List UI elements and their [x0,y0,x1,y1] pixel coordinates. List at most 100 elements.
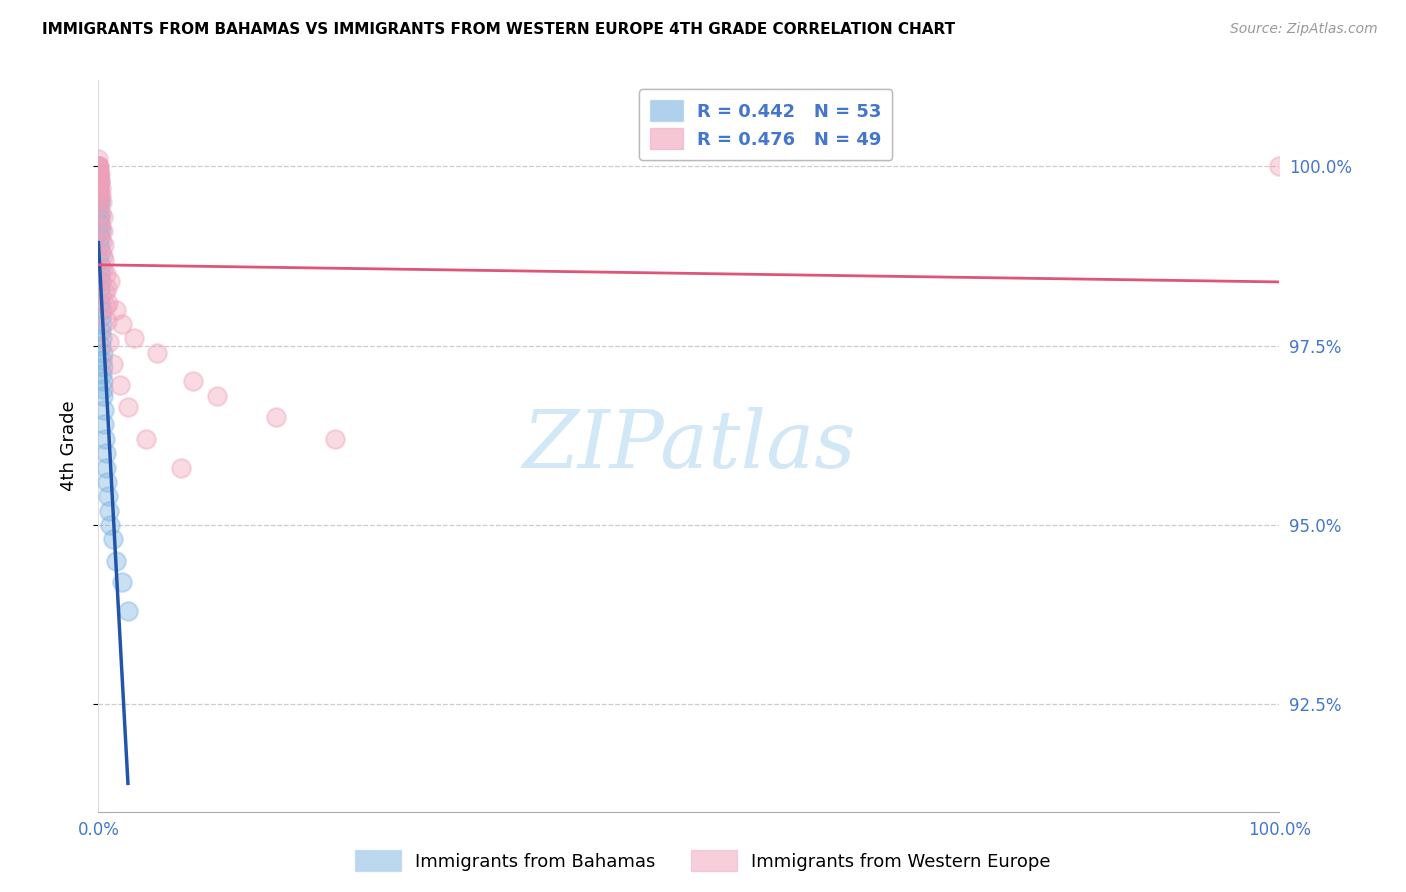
Point [97,295,120,310]
Point [90,206,112,220]
Text: IMMIGRANTS FROM BAHAMAS VS IMMIGRANTS FROM WESTERN EUROPE 4TH GRADE CORRELATION : IMMIGRANTS FROM BAHAMAS VS IMMIGRANTS FR… [42,22,955,37]
Point [89,210,111,224]
Legend: R = 0.442   N = 53, R = 0.476   N = 49: R = 0.442 N = 53, R = 0.476 N = 49 [640,89,893,160]
Point [90,288,112,302]
Point [93,263,115,277]
Point [90,245,112,260]
Point [96,313,118,327]
Point [91,224,114,238]
Point [105,554,128,568]
Point [87,202,110,217]
Point [90,353,112,368]
Point [90,302,112,317]
Point [117,604,139,618]
Point [89,217,111,231]
Point [89,174,111,188]
Point [90,324,112,338]
Point [205,389,228,403]
Point [94,460,117,475]
Point [91,249,114,263]
Point [87,181,110,195]
Point [89,195,111,210]
Point [181,375,204,389]
Point [90,220,112,235]
Point [89,238,111,252]
Point [89,167,111,181]
Point [111,317,134,331]
Point [91,375,114,389]
Point [96,475,118,489]
Point [98,503,121,517]
Text: ZIPatlas: ZIPatlas [522,408,856,484]
Point [146,345,169,359]
Point [89,174,111,188]
Point [94,285,117,299]
Point [93,252,115,267]
Point [101,533,124,547]
Point [108,378,131,392]
Point [87,188,110,202]
Point [91,331,114,345]
Point [89,252,111,267]
Legend: Immigrants from Bahamas, Immigrants from Western Europe: Immigrants from Bahamas, Immigrants from… [349,843,1057,879]
Point [89,192,111,206]
Point [87,152,110,166]
Point [97,489,120,503]
Point [90,181,112,195]
Point [135,432,157,446]
Point [87,181,110,195]
Point [111,575,134,590]
Point [96,281,118,295]
Point [264,410,287,425]
Point [91,317,114,331]
Point [91,360,114,375]
Point [87,178,110,192]
Point [94,267,117,281]
Point [87,181,110,195]
Point [89,185,111,199]
Point [87,195,110,210]
Point [87,159,110,173]
Point [94,432,117,446]
Point [89,231,111,245]
Point [90,224,112,238]
Point [93,389,115,403]
Point [87,159,110,173]
Point [87,174,110,188]
Point [101,357,124,371]
Point [117,400,139,414]
Point [90,235,112,249]
Point [87,195,110,210]
Point [1268,159,1291,173]
Point [87,167,110,181]
Point [94,299,117,313]
Point [91,368,114,382]
Point [87,167,110,181]
Point [93,417,115,432]
Point [87,174,110,188]
Point [98,517,121,532]
Point [89,188,111,202]
Point [91,210,114,224]
Point [91,195,114,210]
Point [98,274,121,288]
Point [323,432,346,446]
Point [89,281,111,295]
Point [94,446,117,460]
Point [89,267,111,281]
Point [170,460,193,475]
Point [89,295,111,310]
Point [90,310,112,324]
Point [90,260,112,274]
Point [105,302,128,317]
Point [87,162,110,177]
Point [90,274,112,288]
Point [89,224,111,238]
Text: Source: ZipAtlas.com: Source: ZipAtlas.com [1230,22,1378,37]
Point [90,188,112,202]
Point [90,338,112,352]
Point [91,382,114,396]
Point [91,345,114,359]
Point [87,170,110,185]
Point [98,334,121,349]
